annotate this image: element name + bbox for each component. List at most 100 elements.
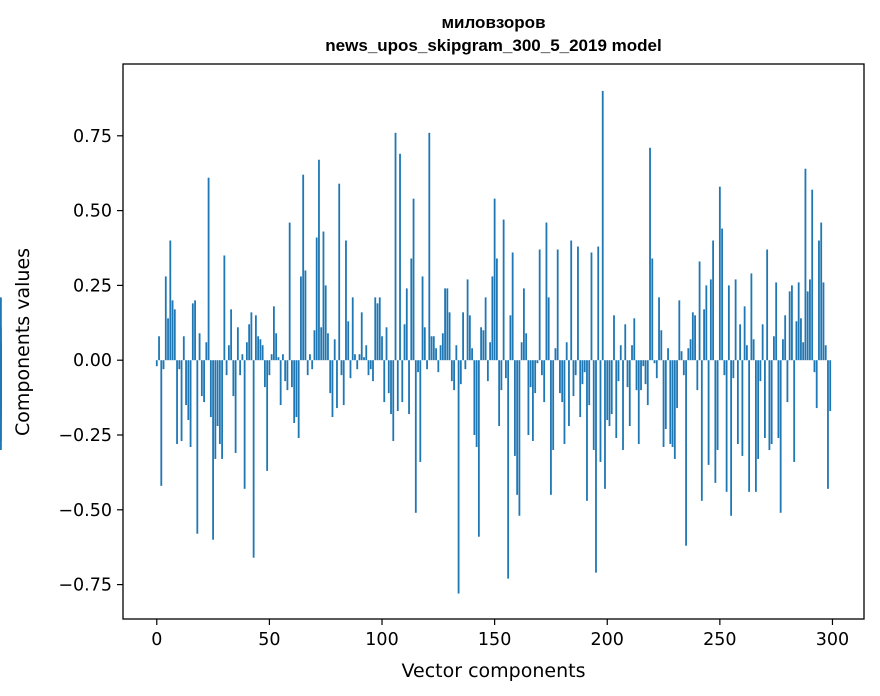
bar-167 xyxy=(532,360,534,441)
bar-47 xyxy=(261,345,264,361)
bar-278 xyxy=(782,339,784,361)
bar-166 xyxy=(529,360,532,388)
bar-24 xyxy=(209,360,212,418)
bar-256 xyxy=(732,360,735,379)
bar-42 xyxy=(250,312,253,361)
bar-95 xyxy=(369,360,372,370)
bar-60 xyxy=(291,360,293,388)
bar-134 xyxy=(457,360,460,594)
bar-149 xyxy=(491,276,494,361)
bar-178 xyxy=(556,249,559,361)
bar-273 xyxy=(770,360,773,444)
bar-199 xyxy=(604,360,606,489)
bar-136 xyxy=(462,312,464,361)
bar-55 xyxy=(279,360,282,406)
bar-150 xyxy=(493,198,496,361)
bar-209 xyxy=(626,360,629,388)
bar-232 xyxy=(678,300,681,361)
y-tick-label: 0.50 xyxy=(73,202,112,222)
bar-75 xyxy=(324,285,327,361)
bar-109 xyxy=(401,360,404,403)
bar-279 xyxy=(784,315,787,361)
bar-100 xyxy=(381,336,383,361)
bar-270 xyxy=(764,360,766,438)
bar-140 xyxy=(471,348,473,361)
bar-253 xyxy=(725,360,728,492)
bar-226 xyxy=(664,360,667,430)
bar-192 xyxy=(588,360,591,406)
bar-240 xyxy=(696,360,699,391)
bar-290 xyxy=(809,279,811,361)
bar-280 xyxy=(786,360,789,403)
bar-200 xyxy=(606,360,609,421)
y-tick-label: −0.50 xyxy=(58,501,112,521)
bar-174 xyxy=(547,297,550,361)
bar-284 xyxy=(795,321,798,361)
bar-163 xyxy=(523,288,525,361)
bar-118 xyxy=(421,276,424,361)
bar-233 xyxy=(680,351,683,361)
chart-subtitle: news_upos_skipgram_300_5_2019 model xyxy=(325,36,661,55)
bar-76 xyxy=(327,333,329,361)
bar-38 xyxy=(241,354,244,361)
bar-291 xyxy=(811,189,814,361)
bar-165 xyxy=(527,360,530,435)
bar-157 xyxy=(509,315,512,361)
bar-23 xyxy=(207,177,210,361)
bar-277 xyxy=(779,360,782,513)
bar-229 xyxy=(671,360,674,447)
bar-170 xyxy=(538,249,541,361)
bar-244 xyxy=(705,285,708,361)
bar-257 xyxy=(734,279,737,361)
bar-249 xyxy=(716,360,719,450)
bar-97 xyxy=(374,297,377,361)
bar-52 xyxy=(273,306,275,361)
bar-33 xyxy=(230,309,233,361)
bar-4 xyxy=(164,276,167,361)
bar-202 xyxy=(610,360,613,415)
bar-111 xyxy=(405,288,408,361)
bar-48 xyxy=(263,360,266,388)
y-tick-label: 0.75 xyxy=(73,127,112,147)
bar-221 xyxy=(653,360,656,364)
bar-295 xyxy=(820,222,823,361)
bar-30 xyxy=(223,255,226,361)
bar-241 xyxy=(698,261,701,361)
bar-81 xyxy=(338,183,341,361)
bar-90 xyxy=(358,354,361,361)
bar-41 xyxy=(248,324,251,361)
bar-112 xyxy=(408,360,410,415)
bar-130 xyxy=(448,312,451,361)
bar-248 xyxy=(714,360,717,483)
bar-128 xyxy=(444,288,446,361)
bar-117 xyxy=(419,360,422,462)
bar-80 xyxy=(336,360,338,409)
bar-16 xyxy=(191,303,194,361)
bar-223 xyxy=(658,297,660,361)
bar-255 xyxy=(730,360,733,516)
bar-299 xyxy=(829,360,832,412)
bar-110 xyxy=(403,324,406,361)
bar-61 xyxy=(293,360,296,424)
bar-239 xyxy=(694,315,696,361)
bar-63 xyxy=(297,360,300,438)
bar-274 xyxy=(773,336,775,361)
bar-147 xyxy=(486,360,489,382)
bar-208 xyxy=(624,324,627,361)
bar-79 xyxy=(333,339,336,361)
bar-19 xyxy=(198,333,201,361)
bar-37 xyxy=(239,360,242,376)
bar-177 xyxy=(554,348,557,361)
bar-139 xyxy=(468,315,471,361)
bar-211 xyxy=(631,345,633,361)
bar-undefined xyxy=(0,342,2,361)
bar-96 xyxy=(372,360,374,382)
bar-25 xyxy=(212,360,214,540)
bar-7 xyxy=(171,300,174,361)
bar-9 xyxy=(176,360,178,444)
bar-66 xyxy=(304,270,307,361)
bar-268 xyxy=(759,360,762,382)
bar-99 xyxy=(378,297,381,361)
bar-254 xyxy=(727,285,730,361)
bar-65 xyxy=(302,174,305,361)
